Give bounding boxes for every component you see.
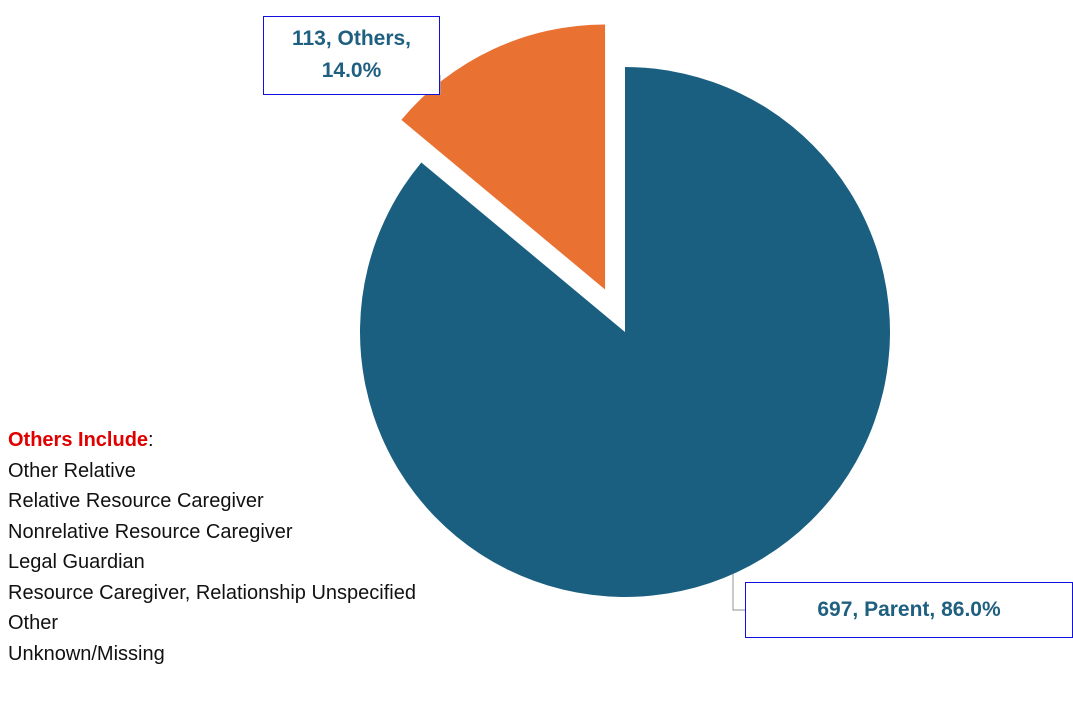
data-label: 697, Parent, 86.0% xyxy=(745,582,1073,638)
annotation-heading: Others Include: xyxy=(8,425,416,456)
annotation-list: Other Relative Relative Resource Caregive… xyxy=(8,456,416,670)
annotation-title: Others Include xyxy=(8,429,149,451)
pie-slice xyxy=(360,67,891,598)
annotation-item: Legal Guardian xyxy=(8,551,145,573)
annotation-suffix: : xyxy=(148,429,154,451)
annotation: Others Include: Other Relative Relative R… xyxy=(8,425,416,669)
annotation-item: Relative Resource Caregiver xyxy=(8,490,264,512)
annotation-item: Nonrelative Resource Caregiver xyxy=(8,520,293,543)
annotation-item: Other Relative xyxy=(8,459,136,482)
annotation-item: Resource Caregiver, Relationship Unspeci… xyxy=(8,581,416,604)
leader-line xyxy=(732,574,745,611)
annotation-item: Unknown/Missing xyxy=(8,642,165,665)
pie-slice xyxy=(401,24,606,290)
annotation-item: Other xyxy=(8,612,59,634)
data-label: 113, Others, 14.0% xyxy=(263,16,440,95)
